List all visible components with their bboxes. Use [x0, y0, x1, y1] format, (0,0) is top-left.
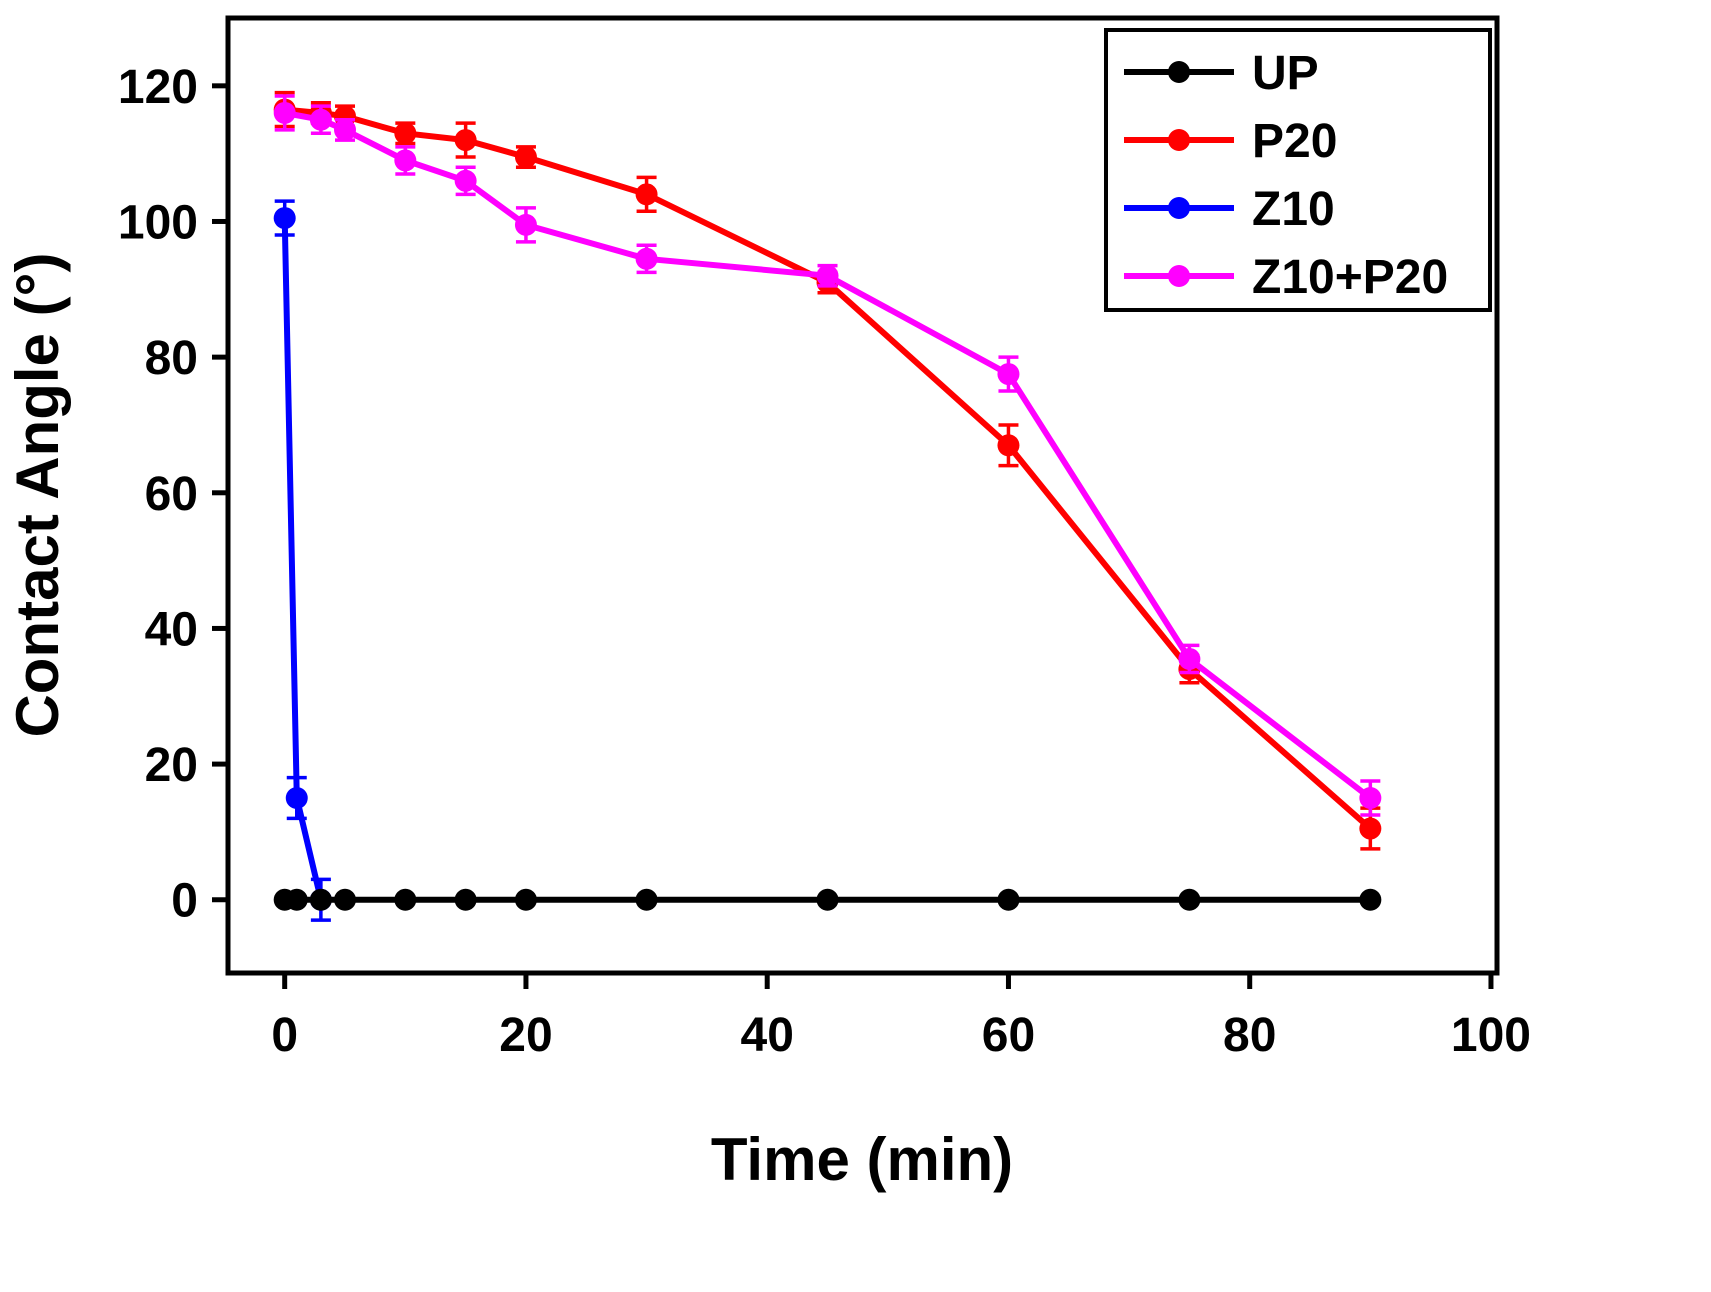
- y-tick-label: 120: [118, 61, 198, 114]
- data-point: [334, 118, 357, 141]
- plot-frame: [225, 15, 1500, 976]
- y-tick-label: 60: [145, 468, 198, 521]
- x-tick-label: 80: [1223, 1009, 1276, 1062]
- data-point: [394, 149, 417, 172]
- y-tick-label: 100: [118, 196, 198, 249]
- x-tick-label: 60: [982, 1009, 1035, 1062]
- x-tick-label: 20: [499, 1009, 552, 1062]
- data-point: [816, 264, 839, 287]
- legend-label-P20: P20: [1252, 115, 1337, 168]
- y-tick-label: 40: [145, 603, 198, 656]
- legend-marker: [1168, 265, 1190, 287]
- legend-label-Z10+P20: Z10+P20: [1252, 251, 1448, 304]
- data-point: [997, 363, 1020, 386]
- data-point: [454, 169, 477, 192]
- data-point: [816, 888, 839, 911]
- x-tick-label: 100: [1451, 1009, 1531, 1062]
- x-tick-label: 40: [741, 1009, 794, 1062]
- data-point: [394, 122, 417, 145]
- legend: UP P20 Z10 Z10+P20: [1104, 28, 1492, 312]
- data-point: [285, 888, 308, 911]
- data-point: [1178, 647, 1201, 670]
- y-tick-label: 80: [145, 332, 198, 385]
- data-point: [454, 888, 477, 911]
- data-point: [309, 108, 332, 131]
- data-point: [454, 129, 477, 152]
- x-tick-label: 0: [271, 1009, 298, 1062]
- x-axis-label: Time (min): [711, 1126, 1013, 1193]
- data-point: [1359, 888, 1382, 911]
- y-tick-label: 20: [145, 739, 198, 792]
- series-UP: [273, 888, 1382, 911]
- legend-marker: [1168, 129, 1190, 151]
- data-point: [997, 888, 1020, 911]
- y-tick-label: 0: [171, 875, 198, 928]
- y-axis-label: Contact Angle (°): [4, 252, 71, 737]
- data-point: [514, 888, 537, 911]
- data-point: [514, 213, 537, 236]
- data-point: [334, 888, 357, 911]
- data-point: [635, 183, 658, 206]
- series-Z10+P20: [273, 94, 1382, 817]
- legend-marker: [1168, 197, 1190, 219]
- data-point: [635, 247, 658, 270]
- data-point: [1359, 787, 1382, 810]
- data-point: [997, 434, 1020, 457]
- data-point: [514, 146, 537, 169]
- data-point: [394, 888, 417, 911]
- data-point: [285, 787, 308, 810]
- data-point: [273, 101, 296, 124]
- data-point: [635, 888, 658, 911]
- legend-label-UP: UP: [1252, 47, 1319, 100]
- series-Z10: [273, 199, 332, 922]
- plot-area: [273, 90, 1382, 922]
- axis-ticks: 0 20 40 60 80 100 0 20 40 60 80 100 120: [118, 61, 1531, 1062]
- legend-marker: [1168, 61, 1190, 83]
- data-point: [1359, 817, 1382, 840]
- data-point: [1178, 888, 1201, 911]
- data-point: [273, 207, 296, 230]
- legend-label-Z10: Z10: [1252, 183, 1335, 236]
- data-point: [309, 888, 332, 911]
